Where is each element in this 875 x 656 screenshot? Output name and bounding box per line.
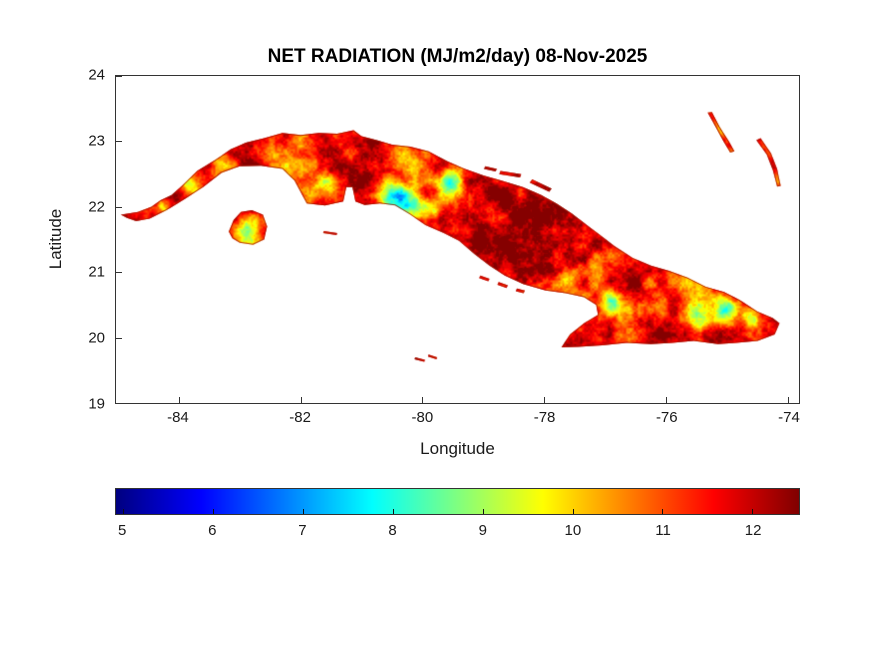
colorbar-tick-labels: 5 6 7 8 9 10 11 12 [115,522,800,542]
colorbar-tick-mark [482,509,484,514]
y-tick-mark [116,337,122,339]
y-tick-label: 23 [88,132,105,150]
colorbar-tick-mark [123,509,125,514]
y-tick-mark [116,76,122,77]
x-tick-label: -76 [655,409,678,426]
map-canvas [116,76,799,403]
colorbar-tick-label: 7 [298,522,307,539]
x-tick-mark [422,397,424,403]
x-tick-label: -78 [533,409,556,426]
x-tick-mark [666,397,668,403]
x-tick-label: -80 [411,409,434,426]
colorbar [115,488,800,515]
y-tick-label: 19 [88,395,105,413]
y-tick-mark [116,206,122,208]
x-axis-label: Longitude [420,439,495,458]
y-tick-label: 22 [88,198,105,216]
x-tick-mark [178,397,180,403]
x-tick-label: -84 [167,409,189,426]
y-tick-label: 24 [88,66,105,84]
y-tick-label: 20 [88,329,105,347]
colorbar-tick-mark [392,509,394,514]
x-tick-label: -82 [289,409,311,426]
colorbar-tick-mark [662,509,664,514]
colorbar-tick-mark [572,509,574,514]
colorbar-tick-label: 8 [388,522,397,539]
y-tick-mark [116,403,122,404]
colorbar-tick-mark [752,509,754,514]
y-tick-mark [116,141,122,143]
x-tick-mark [544,397,546,403]
colorbar-tick-label: 5 [118,522,127,539]
colorbar-tick-mark [302,509,304,514]
colorbar-tick-label: 11 [655,522,671,539]
x-tick-mark [300,397,302,403]
colorbar-tick-label: 10 [564,522,582,539]
colorbar-tick-mark [213,509,215,514]
x-tick-label: -74 [778,409,800,426]
figure-title: NET RADIATION (MJ/m2/day) 08-Nov-2025 [267,46,648,67]
colorbar-tick-label: 9 [478,522,487,539]
y-tick-mark [116,272,122,274]
y-tick-label: 21 [88,263,105,281]
colorbar-tick-label: 12 [744,522,762,539]
x-tick-mark [788,397,790,403]
colorbar-tick-label: 6 [208,522,217,539]
x-axis-tick-labels: -84 -82 -80 -78 -76 -74 [115,409,800,429]
plot-area [115,75,800,404]
y-axis-tick-labels: 24 23 22 21 20 19 [0,67,109,413]
